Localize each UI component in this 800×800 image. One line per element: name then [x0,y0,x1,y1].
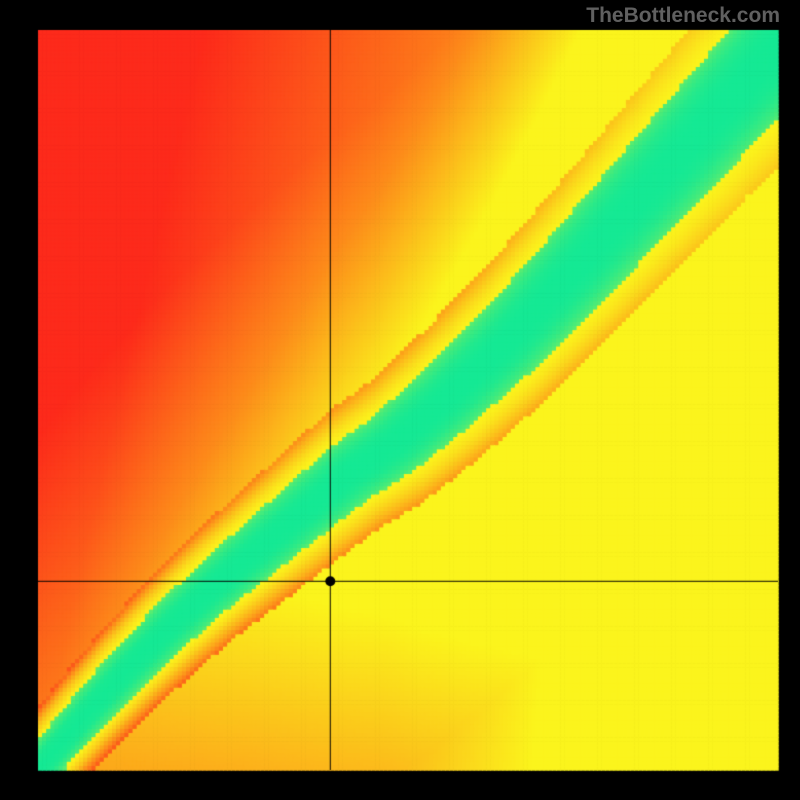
bottleneck-heatmap [0,0,800,800]
watermark-text: TheBottleneck.com [586,4,780,28]
chart-container: TheBottleneck.com [0,0,800,800]
